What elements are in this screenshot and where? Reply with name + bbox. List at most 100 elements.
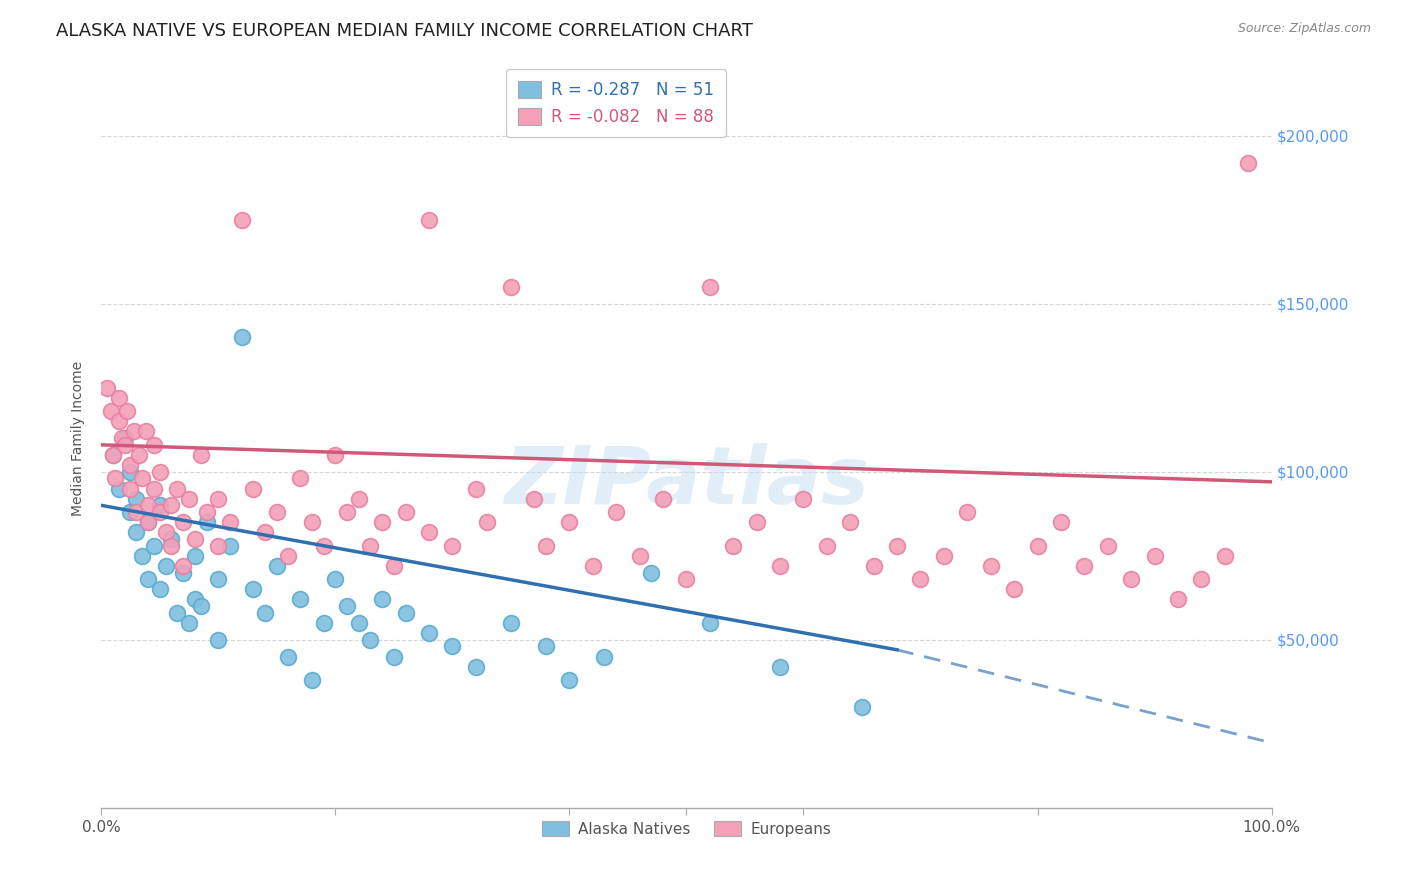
Point [336, 599, 359, 614]
Point [142, 438, 165, 452]
Point [128, 448, 150, 462]
Text: Source: ZipAtlas.com: Source: ZipAtlas.com [1237, 22, 1371, 36]
Point [336, 505, 359, 519]
Point [184, 592, 207, 607]
Point [120, 465, 142, 479]
Point [628, 549, 651, 563]
Point [107, 391, 129, 405]
Point [149, 499, 172, 513]
Point [131, 471, 153, 485]
Point [207, 632, 229, 647]
Point [441, 539, 464, 553]
Point [593, 649, 616, 664]
Point [534, 640, 557, 654]
Point [1143, 549, 1166, 563]
Point [886, 539, 908, 553]
Point [862, 558, 884, 573]
Point [1189, 572, 1212, 586]
Point [371, 592, 394, 607]
Point [114, 438, 136, 452]
Point [1121, 572, 1143, 586]
Point [149, 505, 172, 519]
Point [956, 505, 979, 519]
Point [190, 599, 212, 614]
Point [382, 558, 405, 573]
Y-axis label: Median Family Income: Median Family Income [72, 360, 86, 516]
Point [418, 525, 440, 540]
Point [418, 212, 440, 227]
Point [131, 549, 153, 563]
Point [184, 532, 207, 546]
Point [699, 615, 721, 630]
Point [721, 539, 744, 553]
Point [464, 482, 486, 496]
Point [1050, 515, 1073, 529]
Legend: Alaska Natives, Europeans: Alaska Natives, Europeans [534, 814, 839, 845]
Point [172, 566, 194, 580]
Point [1073, 558, 1095, 573]
Point [135, 425, 157, 439]
Point [120, 458, 142, 472]
Point [288, 471, 311, 485]
Point [120, 482, 142, 496]
Point [1002, 582, 1025, 597]
Point [277, 649, 299, 664]
Point [101, 448, 124, 462]
Point [301, 515, 323, 529]
Point [582, 558, 605, 573]
Point [1167, 592, 1189, 607]
Point [745, 515, 768, 529]
Point [266, 505, 288, 519]
Point [155, 525, 177, 540]
Point [851, 700, 873, 714]
Point [125, 491, 148, 506]
Point [1213, 549, 1236, 563]
Point [142, 539, 165, 553]
Point [499, 615, 522, 630]
Point [254, 525, 277, 540]
Point [769, 558, 792, 573]
Point [122, 425, 145, 439]
Point [558, 673, 581, 687]
Point [371, 515, 394, 529]
Point [769, 659, 792, 673]
Point [107, 414, 129, 428]
Point [523, 491, 546, 506]
Point [115, 404, 138, 418]
Point [792, 491, 814, 506]
Text: ZIPatlas: ZIPatlas [503, 443, 869, 522]
Point [219, 515, 242, 529]
Point [699, 280, 721, 294]
Point [418, 626, 440, 640]
Point [394, 505, 416, 519]
Point [172, 558, 194, 573]
Point [499, 280, 522, 294]
Point [254, 606, 277, 620]
Point [155, 558, 177, 573]
Point [160, 499, 183, 513]
Point [441, 640, 464, 654]
Point [534, 539, 557, 553]
Point [910, 572, 932, 586]
Point [101, 448, 124, 462]
Point [207, 572, 229, 586]
Point [120, 505, 142, 519]
Point [207, 539, 229, 553]
Point [266, 558, 288, 573]
Point [932, 549, 955, 563]
Point [323, 572, 346, 586]
Point [125, 505, 148, 519]
Point [125, 525, 148, 540]
Point [277, 549, 299, 563]
Point [114, 431, 136, 445]
Point [136, 499, 159, 513]
Point [142, 482, 165, 496]
Point [136, 515, 159, 529]
Point [100, 404, 122, 418]
Point [347, 615, 370, 630]
Point [288, 592, 311, 607]
Point [195, 505, 218, 519]
Point [839, 515, 862, 529]
Point [172, 515, 194, 529]
Point [1026, 539, 1049, 553]
